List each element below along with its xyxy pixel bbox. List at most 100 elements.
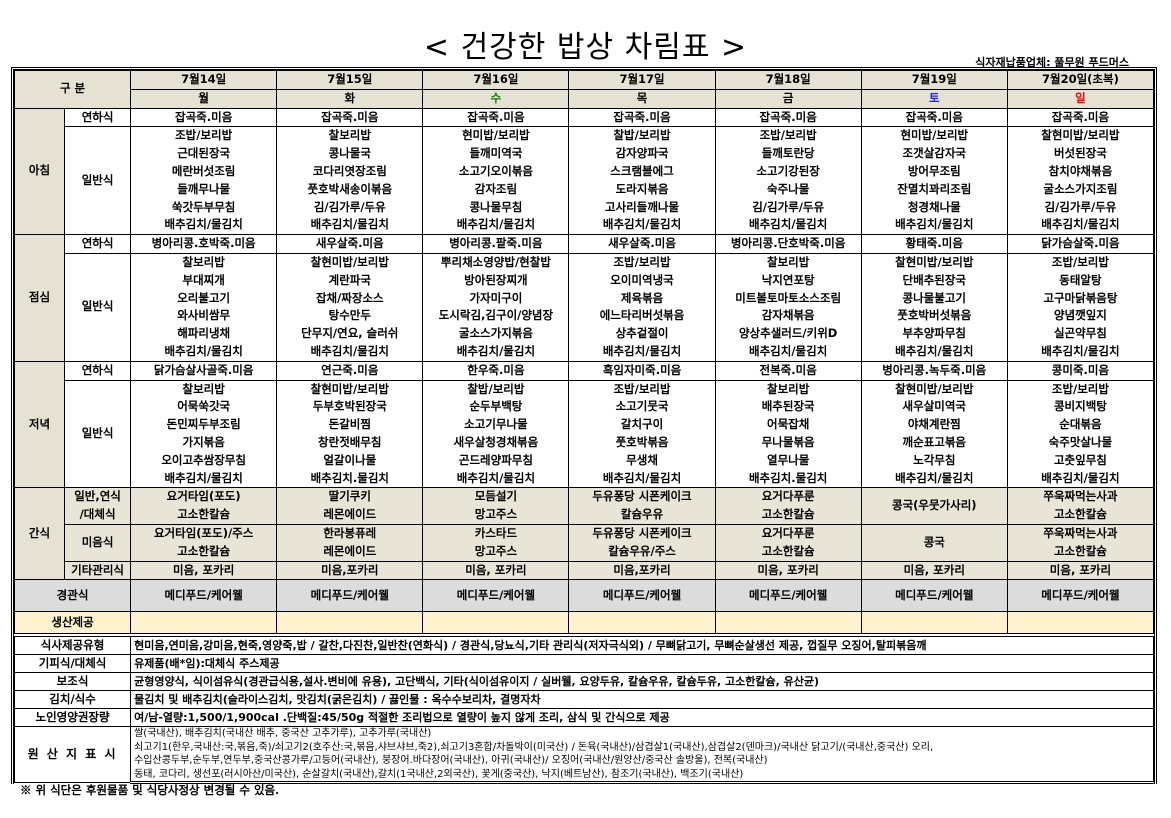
snack-puree-menu: 요거다푸룬 고소한칼슘 [714, 523, 862, 562]
menu-item: 찰보리밥 [328, 128, 371, 143]
production-cell [130, 611, 278, 635]
snack-puree-menu: 한라봉퓨레 레몬에이드 [276, 523, 424, 562]
menu-item: 배추김치/물김치 [164, 217, 243, 232]
menu-item: 풋호박버섯볶음 [897, 308, 972, 323]
menu-item: 찰보리밥 [182, 254, 225, 269]
production-cell [1006, 611, 1155, 635]
info-value: 현미음,연미음,강미음,현죽,영양죽,밥 / 갈찬,다진찬,일반찬(연화식) /… [130, 636, 1154, 656]
general-diet-menu: 찰현미밥/보리밥 계란파국 잡채/짜장소스 탕수만두 단무지/연요, 슬러쉬 배추김치/물… [276, 252, 424, 362]
snack-puree-label: 미음식 [64, 523, 132, 562]
snack-other-menu: 미음,포카리 [276, 560, 424, 581]
menu-item: 새우살미역국 [902, 399, 967, 414]
menu-item: 순대볶음 [1059, 417, 1102, 432]
menu-item: 배추김치/물김치 [310, 217, 389, 232]
menu-item: 수입산콩두부,순두부,연두부,중국산콩가루/고등어(국내산), 붕장어.바다장어… [134, 755, 768, 767]
tube-feeding-menu: 메디푸드/케어웰 [860, 579, 1008, 613]
general-diet-menu: 찰보리밥 배추된장국 어묵잡채 무나물볶음 열무나물 배추김치.물김치 [714, 379, 862, 489]
general-diet-label: 일반식 [64, 126, 132, 236]
menu-item: 숙주나물 [766, 181, 810, 196]
menu-item: 부대찌개 [182, 272, 225, 287]
menu-item: 버섯된장국 [1053, 146, 1107, 161]
menu-item: 두부호박된장국 [312, 399, 387, 414]
snack-other-menu: 미음, 포카리 [860, 560, 1008, 581]
snack-other-menu: 미음, 포카리 [714, 560, 862, 581]
menu-item: 요거타임(포도)/주스 [153, 525, 254, 540]
info-value: 물김치 및 배추김치(슬라이스김치, 맛김치(굵은김치) / 끓인물 : 옥수수… [130, 690, 1154, 710]
general-diet-menu: 찰밥/보리밥 감자양파국 스크램블에그 도라지볶음 고사리들깨나물 배추김치/물김치 [568, 126, 716, 236]
menu-item: 콩국 [923, 534, 945, 549]
soft-diet-menu: 한우죽.미음 [422, 360, 570, 381]
info-row: 노인영양권장량 여/남-열량:1,500/1,900cal .단백질:45/50g… [13, 708, 1154, 728]
menu-item: 갈치구이 [620, 417, 664, 432]
menu-item: 순두부백탕 [469, 399, 523, 414]
production-cell [714, 611, 862, 635]
production-label: 생산제공 [13, 611, 132, 635]
menu-item: 굴소스가지조림 [1043, 181, 1118, 196]
menu-item: 소고기무나물 [464, 417, 528, 432]
day-date: 7월18일 [714, 70, 862, 90]
menu-item: 요거다푸룬 [761, 525, 815, 540]
snack-puree-menu: 두유퐁당 시폰케이크 칼슘우유/주스 [568, 523, 716, 562]
menu-item: 깨순표고볶음 [902, 434, 967, 449]
menu-item: 배추김치/물김치 [456, 343, 536, 358]
menu-item: 고사리들깨나물 [605, 199, 680, 214]
general-diet-menu: 조밥/보리밥 동태알탕 고구마닭볶음탕 양념깻잎지 실곤약무침 배추김치/물김치 [1006, 252, 1155, 362]
general-diet-menu: 찰보리밥 콩나물국 코다리엿장조림 풋호박새송이볶음 김/김가루/두유 배추김치/물김치 [276, 126, 424, 236]
meal-0-soft-row: 아침 연하식 잡곡죽.미음 잡곡죽.미음 잡곡죽.미음 잡곡죽.미음 잡곡죽.미음 잡곡죽.미… [13, 107, 1155, 236]
production-cell [860, 611, 1008, 635]
menu-item: 가지볶음 [182, 434, 225, 449]
snack-other-menu: 미음, 포카리 [1006, 560, 1155, 581]
general-diet-menu: 찰현미밥/보리밥 단배추된장국 콩나물불고기 풋호박버섯볶음 부추양파무침 배추김치/물김… [860, 252, 1008, 362]
menu-item: 콩나물불고기 [902, 290, 967, 305]
origin-label: 원 산 지 표 시 [13, 726, 132, 784]
menu-item: 요거다푸룬 [761, 489, 815, 504]
menu-item: 칼슘우유 [620, 507, 664, 522]
menu-item: 에느타리버섯볶음 [599, 308, 685, 323]
menu-item: 도라지볶음 [615, 181, 669, 196]
snack-general-menu: 모듬설기 망고주스 [422, 487, 570, 525]
menu-item: 찰현미밥/보리밥 [895, 254, 974, 269]
general-diet-menu: 찰보리밥 낙지연포탕 미트볼토마토소스조림 감자채볶음 양상추샐러드/키위D 배추김치/물… [714, 252, 862, 362]
soft-diet-menu: 잡곡죽.미음 [568, 107, 716, 128]
menu-item: 배추김치/물김치 [164, 470, 243, 485]
menu-item: 조밥/보리밥 [175, 128, 233, 143]
general-diet-menu: 찰보리밥 어묵쑥갓국 돈민찌두부조림 가지볶음 오이고추쌈장무침 배추김치/물김치 [130, 379, 278, 489]
info-value: 유제품(배*임):대체식 주스제공 [130, 654, 1154, 674]
menu-item: 찰밥/보리밥 [613, 128, 671, 143]
menu-item: 찰보리밥 [182, 381, 225, 396]
meal-1-general-row: 일반식 찰보리밥 부대찌개 오리불고기 와사비쌈무 해파리냉채 배추김치/물김치 찰현미밥/보… [15, 252, 1155, 362]
menu-item: 쑥갓두부무침 [171, 199, 236, 214]
snack-puree-menu: 콩국 [860, 523, 1008, 562]
menu-item: 쭈욱짜먹는사과 [1043, 489, 1118, 504]
menu-item: 현미밥/보리밥 [900, 128, 969, 143]
soft-diet-menu: 황태죽.미음 [860, 234, 1008, 254]
menu-item: 코다리엿장조림 [312, 163, 387, 178]
snack-general-label: 일반,연식/대체식 [64, 487, 132, 525]
snack-general-menu: 콩국(우뭇가사리) [860, 487, 1008, 525]
menu-item: 도시락김,김구이/양념장 [438, 308, 554, 323]
snack-other-row: 기타관리식 미음, 포카리 미음,포카리 미음, 포카리 미음,포카리 미음, 포카리 미음… [15, 560, 1155, 581]
menu-table-container: 구 분 7월14일 7월15일 7월16일 7월17일 7월18일 7월19일 7월20일(초… [11, 67, 1157, 785]
menu-item: 조밥/보리밥 [759, 128, 817, 143]
menu-item: 해파리냉채 [177, 326, 231, 341]
menu-item: 칼슘우유/주스 [608, 543, 676, 558]
general-diet-menu: 조밥/보리밥 근대된장국 메란버섯조림 들깨무나물 쑥갓두부무침 배추김치/물김치 [130, 126, 278, 236]
meal-label: 점심 [13, 234, 66, 362]
tube-feeding-menu: 메디푸드/케어웰 [276, 579, 424, 613]
menu-item: 소고기강된장 [756, 163, 820, 178]
tube-feeding-menu: 메디푸드/케어웰 [130, 579, 278, 613]
soft-diet-menu: 새우살죽.미음 [568, 234, 716, 254]
menu-item: 찰현미밥/보리밥 [895, 381, 974, 396]
general-diet-menu: 현미밥/보리밥 조갯살감자국 방어무조림 잔멸치꽈리조림 청경채나물 배추김치/물김치 [860, 126, 1008, 236]
menu-item: 콩국(우뭇가사리) [891, 498, 977, 513]
menu-item: 잔멸치꽈리조림 [897, 181, 972, 196]
menu-item: 와사비쌈무 [177, 308, 231, 323]
general-diet-menu: 조밥/보리밥 들깨토란당 소고기강된장 숙주나물 김/김가루/두유 배추김치/물김치 [714, 126, 862, 236]
menu-item: 배추김치/물김치 [895, 217, 974, 232]
menu-item: 단무지/연요, 슬러쉬 [301, 326, 399, 341]
general-diet-menu: 조밥/보리밥 소고기뭇국 갈치구이 풋호박볶음 무생채 배추김치/물김치 [568, 379, 716, 489]
soft-diet-menu: 병아리콩.녹두죽.미음 [860, 360, 1008, 381]
soft-diet-menu: 병아리콩.단호박죽.미음 [714, 234, 862, 254]
snack-general-menu: 딸기쿠키 레몬에이드 [276, 487, 424, 525]
menu-item: 딸기쿠키 [328, 489, 371, 504]
